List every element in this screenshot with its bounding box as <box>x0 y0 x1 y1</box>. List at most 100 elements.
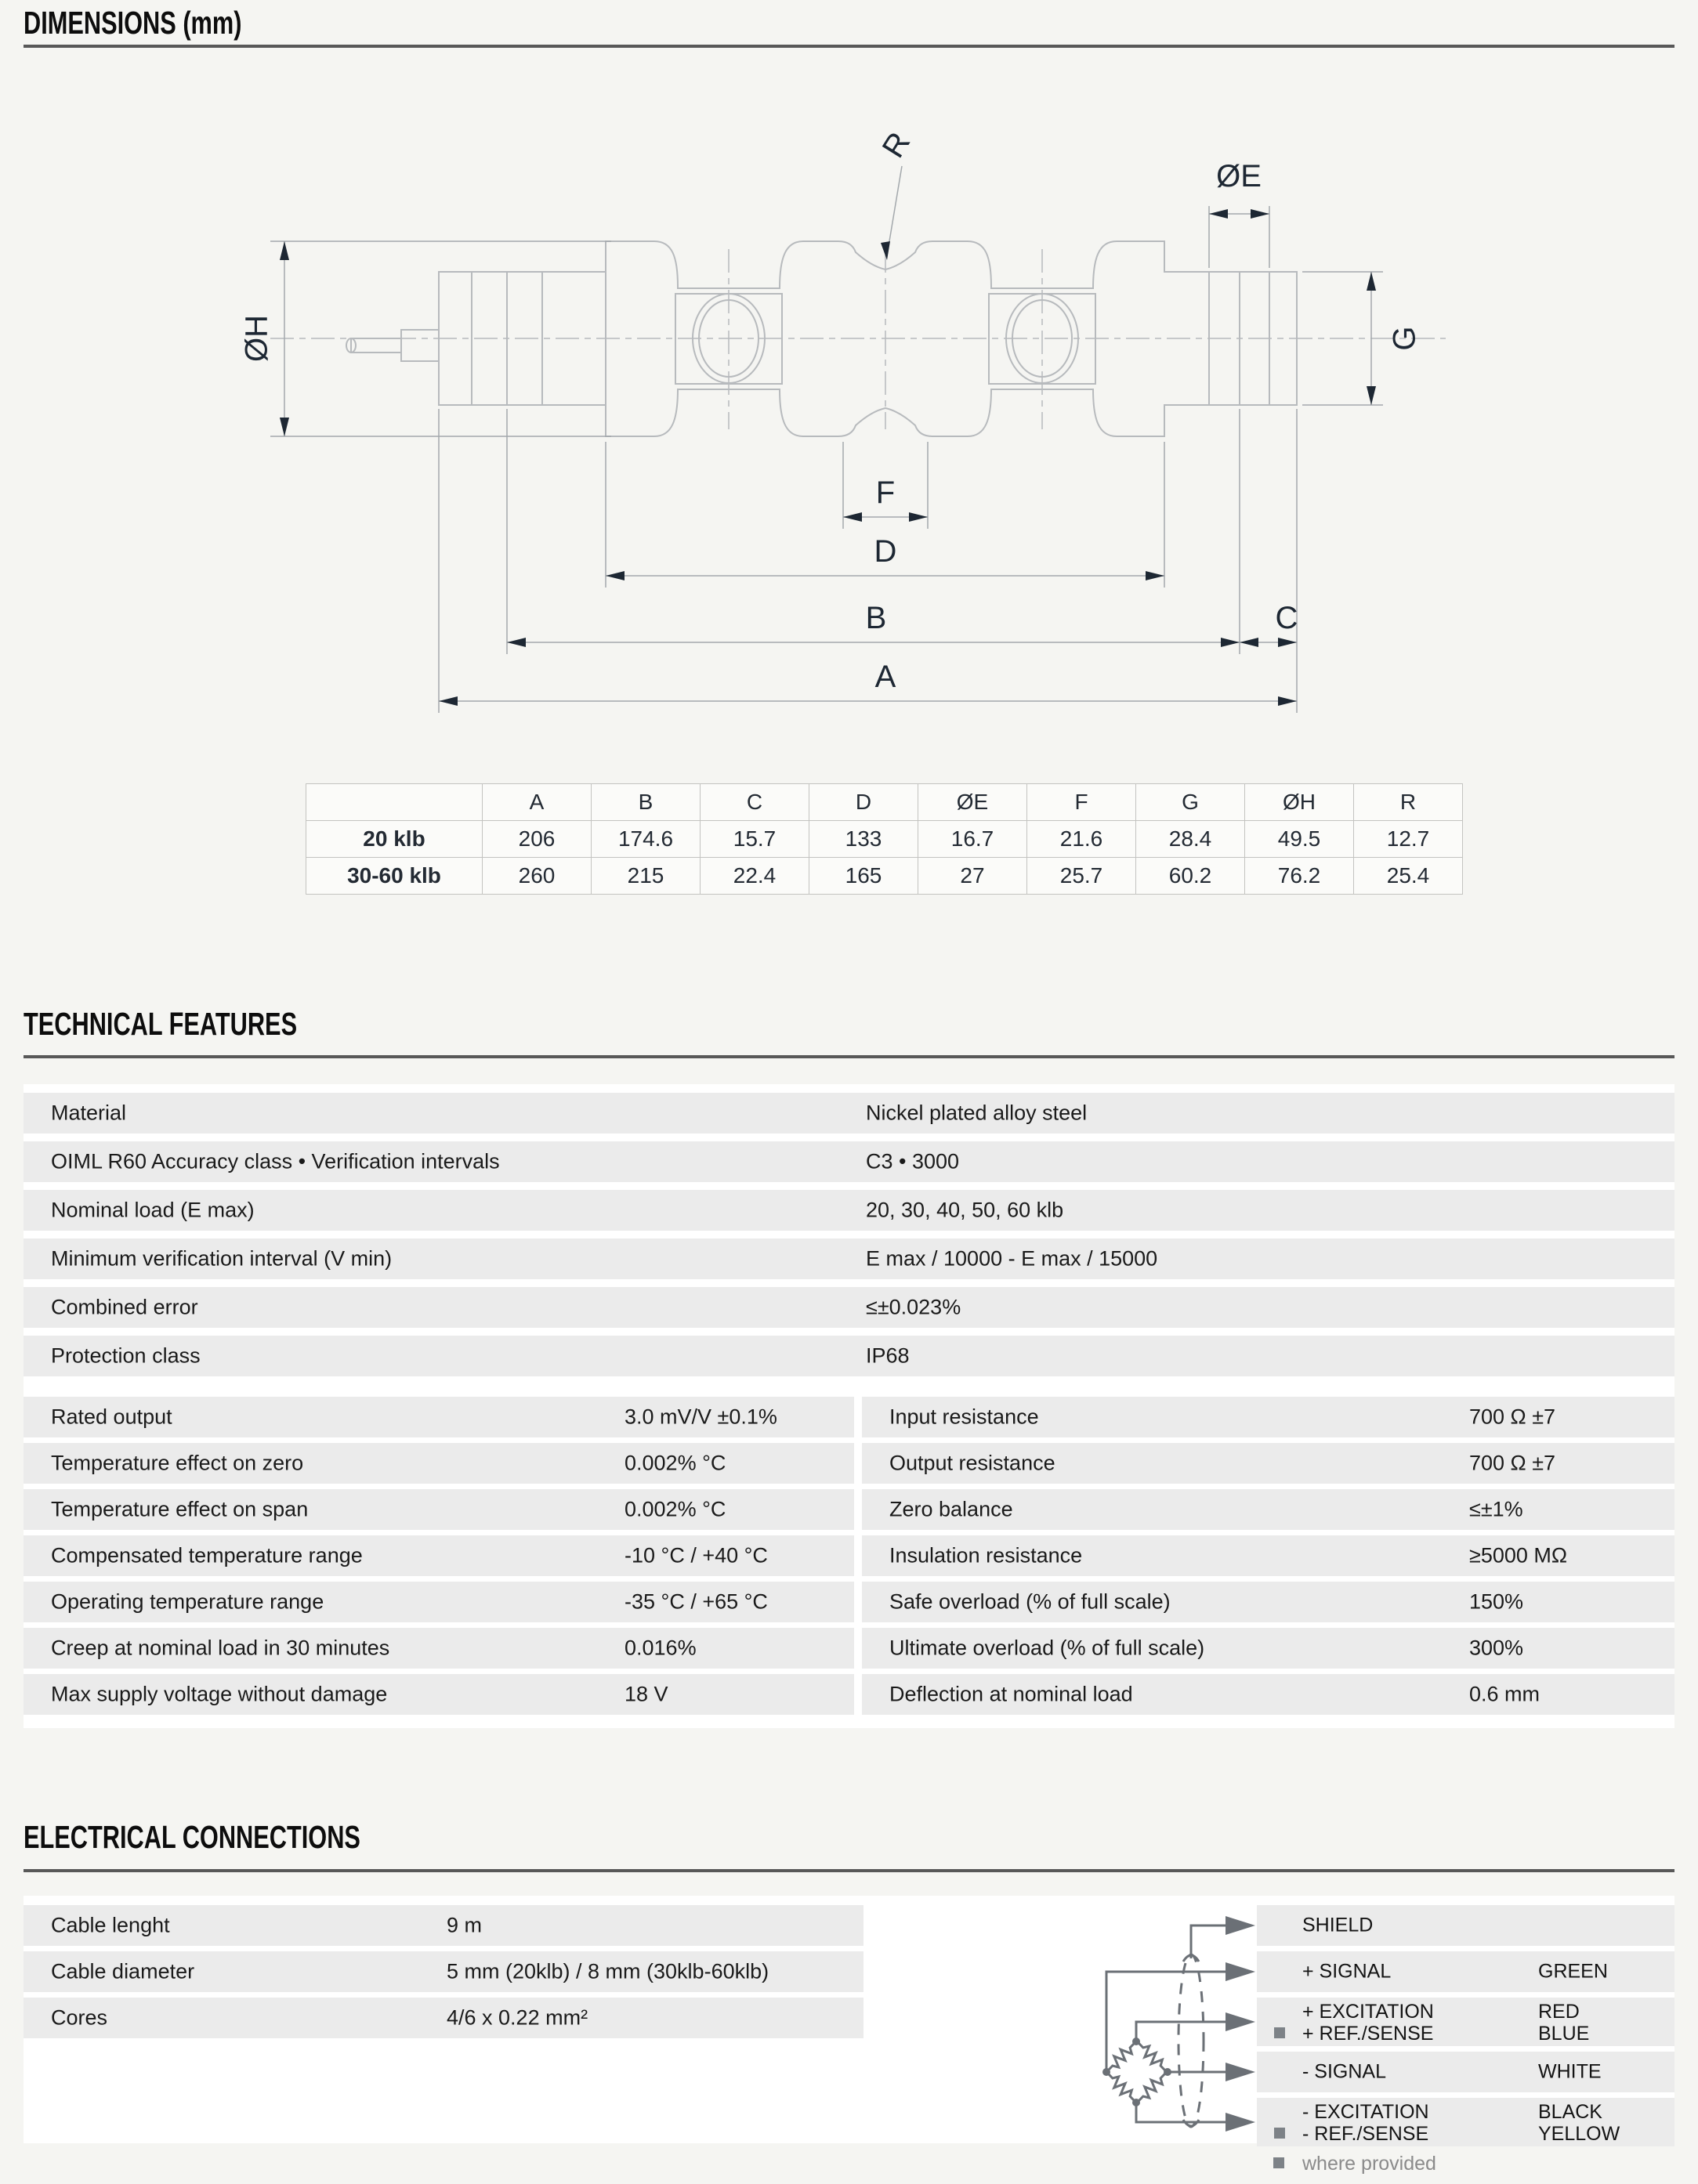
spec-label: Output resistance <box>889 1451 1055 1475</box>
dim-label-b: B <box>866 601 887 635</box>
where-provided-note: where provided <box>1257 2153 1674 2181</box>
spec-label: Material <box>51 1101 127 1125</box>
cell: 76.2 <box>1244 857 1354 895</box>
spec-value: 0.016% <box>625 1636 697 1660</box>
dimensions-table-header-row: A B C D ØE F G ØH R <box>306 783 1463 821</box>
bridge-nodes <box>1102 2038 1171 2106</box>
spec-value: 4/6 x 0.22 mm² <box>447 2005 588 2030</box>
spec-label: Temperature effect on span <box>51 1497 309 1521</box>
cell: 174.6 <box>591 820 701 858</box>
connection-row: + EXCITATION RED + REF./SENSE BLUE <box>1257 1998 1674 2046</box>
cell: 15.7 <box>700 820 809 858</box>
cell: 165 <box>809 857 918 895</box>
section-rule <box>24 45 1674 48</box>
cell: 215 <box>591 857 701 895</box>
connection-row: - EXCITATION BLACK - REF./SENSE YELLOW <box>1257 2098 1674 2146</box>
cell: 21.6 <box>1026 820 1136 858</box>
dimension-arrows <box>280 209 1376 706</box>
spec-value: -10 °C / +40 °C <box>625 1543 768 1567</box>
spec-label: Safe overload (% of full scale) <box>889 1589 1171 1614</box>
cell: 60.2 <box>1135 857 1245 895</box>
spec-label: Insulation resistance <box>889 1543 1083 1567</box>
spec-value: 700 Ω ±7 <box>1469 1405 1556 1429</box>
connection-row: - SIGNAL WHITE <box>1257 2052 1674 2092</box>
dim-label-d: D <box>874 534 897 569</box>
wire-color: BLACK <box>1538 2101 1602 2123</box>
row-label: 20 klb <box>306 820 483 858</box>
dim-label-f: F <box>876 475 895 510</box>
spec-row: Zero balance ≤±1% <box>862 1489 1674 1530</box>
connection-label: + EXCITATION <box>1302 2001 1434 2023</box>
spec-value: E max / 10000 - E max / 15000 <box>866 1246 1158 1271</box>
col-header: R <box>1353 783 1463 821</box>
spec-row: Ultimate overload (% of full scale) 300% <box>862 1628 1674 1669</box>
spec-label: Nominal load (E max) <box>51 1198 255 1222</box>
spec-label: Max supply voltage without damage <box>51 1682 388 1706</box>
spec-row: Cable lenght 9 m <box>24 1905 863 1946</box>
spec-row: OIML R60 Accuracy class • Verification i… <box>24 1141 1674 1182</box>
spec-value: ≤±0.023% <box>866 1295 961 1319</box>
connection-label: - SIGNAL <box>1302 2060 1386 2083</box>
connection-label: + REF./SENSE <box>1302 2023 1434 2045</box>
cell: 206 <box>482 820 592 858</box>
connection-row: SHIELD <box>1257 1905 1674 1946</box>
spec-label: Cores <box>51 2005 108 2030</box>
spec-row: Material Nickel plated alloy steel <box>24 1093 1674 1134</box>
spec-label: Combined error <box>51 1295 198 1319</box>
spec-row: Rated output 3.0 mV/V ±0.1% <box>24 1397 854 1437</box>
spec-row: Combined error ≤±0.023% <box>24 1287 1674 1328</box>
spec-row: Safe overload (% of full scale) 150% <box>862 1582 1674 1622</box>
spec-label: Input resistance <box>889 1405 1039 1429</box>
cell: 27 <box>918 857 1027 895</box>
connection-label: + SIGNAL <box>1302 1960 1392 1983</box>
spec-label: Cable lenght <box>51 1913 170 1937</box>
wire-color: BLUE <box>1538 2023 1590 2045</box>
cell: 25.7 <box>1026 857 1136 895</box>
dim-label-oh: ØH <box>240 315 274 362</box>
cell: 260 <box>482 857 592 895</box>
spec-row: Minimum verification interval (V min) E … <box>24 1238 1674 1279</box>
spec-value: 0.6 mm <box>1469 1682 1541 1706</box>
table-row: 20 klb 206 174.6 15.7 133 16.7 21.6 28.4… <box>306 820 1463 858</box>
spec-value: 20, 30, 40, 50, 60 klb <box>866 1198 1064 1222</box>
dim-label-oe: ØE <box>1216 159 1262 193</box>
dim-label-g: G <box>1388 326 1422 350</box>
dim-label-a: A <box>875 660 896 694</box>
spec-row: Operating temperature range -35 °C / +65… <box>24 1582 854 1622</box>
spec-row: Nominal load (E max) 20, 30, 40, 50, 60 … <box>24 1190 1674 1231</box>
wire-color: GREEN <box>1538 1960 1608 1983</box>
spec-row: Creep at nominal load in 30 minutes 0.01… <box>24 1628 854 1669</box>
spec-label: Temperature effect on zero <box>51 1451 304 1475</box>
section-title-electrical: ELECTRICAL CONNECTIONS <box>24 1819 360 1855</box>
where-provided-marker-icon <box>1273 2157 1284 2168</box>
where-provided-marker-icon <box>1274 2027 1285 2038</box>
corner-cell <box>306 783 483 821</box>
spec-row: Insulation resistance ≥5000 MΩ <box>862 1535 1674 1576</box>
spec-row: Deflection at nominal load 0.6 mm <box>862 1674 1674 1715</box>
spec-value: ≤±1% <box>1469 1497 1523 1521</box>
spec-label: Deflection at nominal load <box>889 1682 1133 1706</box>
where-provided-marker-icon <box>1274 2128 1285 2139</box>
spec-value: 300% <box>1469 1636 1524 1660</box>
dimension-lines <box>270 165 1383 713</box>
spec-row: Temperature effect on zero 0.002% °C <box>24 1443 854 1484</box>
spec-label: Cable diameter <box>51 1959 195 1983</box>
section-rule <box>24 1869 1674 1872</box>
spec-label: Creep at nominal load in 30 minutes <box>51 1636 390 1660</box>
centerlines <box>270 249 1446 429</box>
dimensions-table: A B C D ØE F G ØH R 20 klb 206 174.6 15.… <box>306 783 1463 895</box>
dim-label-r: R <box>876 126 918 164</box>
cell: 12.7 <box>1353 820 1463 858</box>
section-rule <box>24 1055 1674 1058</box>
cell: 28.4 <box>1135 820 1245 858</box>
spec-value: -35 °C / +65 °C <box>625 1589 768 1614</box>
connection-label: - EXCITATION <box>1302 2101 1429 2123</box>
connection-label: SHIELD <box>1302 1914 1374 1936</box>
spec-row: Protection class IP68 <box>24 1336 1674 1376</box>
cell: 25.4 <box>1353 857 1463 895</box>
spec-label: Protection class <box>51 1343 201 1368</box>
spec-value: 0.002% °C <box>625 1451 726 1475</box>
spec-row: Cores 4/6 x 0.22 mm² <box>24 1998 863 2038</box>
wiring-diagram <box>1102 1916 1255 2132</box>
dim-label-c: C <box>1276 601 1298 635</box>
